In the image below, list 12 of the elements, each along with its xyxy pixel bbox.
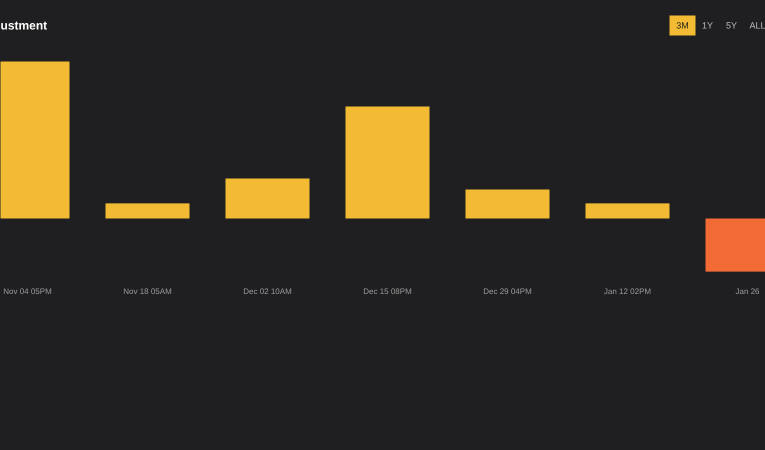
x-tick-label: Nov 18 05AM	[123, 287, 172, 296]
x-tick-label: Nov 04 05PM	[3, 287, 52, 296]
x-tick-label: Jan 26	[735, 287, 760, 296]
text: ALL	[749, 20, 765, 30]
text: 1Y	[702, 20, 714, 30]
text: 3M	[676, 20, 689, 30]
x-tick-label: Dec 15 08PM	[363, 287, 412, 296]
x-tick-label: Dec 29 04PM	[483, 287, 532, 296]
x-tick-label: Jan 12 02PM	[604, 287, 652, 296]
chart-title: ustment	[0, 18, 48, 32]
x-tick-label: Dec 02 10AM	[243, 287, 292, 296]
text: 5Y	[726, 20, 738, 30]
